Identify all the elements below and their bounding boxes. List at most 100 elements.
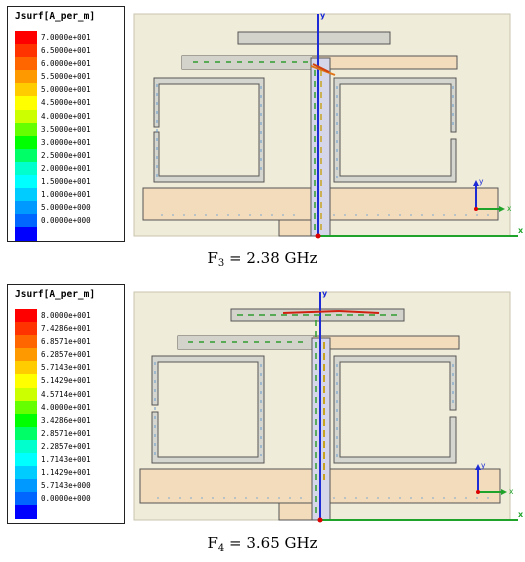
legend-row: 5.0000e+000 [15, 201, 120, 215]
legend-row: 1.5000e+001 [15, 175, 120, 189]
legend-row: 2.2857e+001 [15, 439, 120, 454]
current-arrows-rings [154, 362, 454, 458]
legend-value: 0.0000e+000 [41, 494, 91, 504]
legend-row: 4.0000e+001 [15, 400, 120, 414]
right-split-ring [333, 77, 457, 183]
legend-row: 8.0000e+001 [15, 309, 120, 323]
legend-swatch [15, 161, 37, 176]
legend-title: Jsurf[A_per_m] [15, 11, 96, 22]
caption-subscript: 4 [217, 543, 225, 554]
legend-value: 5.0000e+000 [41, 203, 91, 213]
legend-value: 4.5000e+001 [41, 98, 91, 108]
legend-swatch [15, 122, 37, 136]
legend-row: 5.7143e+001 [15, 361, 120, 375]
left-split-ring [151, 355, 265, 464]
legend-row [15, 505, 120, 519]
legend-swatch [15, 387, 37, 401]
legend-row: 5.0000e+001 [15, 83, 120, 97]
current-peak-arrow [282, 310, 340, 314]
right-split-ring [333, 355, 457, 464]
legend-value: 5.7143e+001 [41, 363, 91, 373]
field-panel-f3: Jsurf[A_per_m] 7.0000e+001 6.5000e+001 6.0… [0, 0, 525, 280]
legend-value: 1.7143e+001 [41, 455, 91, 465]
legend-swatch [15, 348, 37, 362]
caption-value: = 2.38 GHz [224, 249, 318, 267]
legend-swatch [15, 374, 37, 388]
legend-swatch [15, 322, 37, 336]
legend-value: 1.1429e+001 [41, 468, 91, 478]
triad-x-arrow [499, 206, 505, 212]
legend-value: 2.2857e+001 [41, 441, 91, 451]
x-axis-label: x [518, 226, 524, 235]
legend-swatch [15, 83, 37, 97]
legend-row: 1.0000e+001 [15, 188, 120, 202]
current-arrows-rings [156, 84, 454, 178]
legend-swatch [15, 109, 37, 123]
legend-value: 4.0000e+001 [41, 111, 91, 121]
triad-x-arrow [501, 489, 507, 495]
legend-row: 6.0000e+001 [15, 57, 120, 71]
triad-x-label: x [507, 204, 512, 213]
legend-value: 2.8571e+001 [41, 428, 91, 438]
legend-swatch [15, 227, 37, 241]
legend-swatch [15, 201, 37, 215]
legend-row: 1.1429e+001 [15, 466, 120, 480]
surface-current-plot: y x y x [133, 11, 524, 239]
surface-current-plot: y x y x [133, 289, 524, 523]
legend-value: 5.0000e+001 [41, 85, 91, 95]
legend-row: 5.5000e+001 [15, 70, 120, 84]
legend-row: 6.5000e+001 [15, 44, 120, 58]
legend-swatch [15, 492, 37, 506]
legend-swatch [15, 175, 37, 189]
legend-row [15, 227, 120, 241]
legend-value: 6.8571e+001 [41, 337, 91, 347]
legend-row: 7.0000e+001 [15, 31, 120, 45]
caption-symbol: F [207, 534, 218, 552]
legend-swatch [15, 453, 37, 467]
field-panel-f4: Jsurf[A_per_m] 8.0000e+001 7.4286e+001 6.8… [0, 280, 525, 562]
legend-row: 6.8571e+001 [15, 335, 120, 349]
triad-origin [476, 490, 480, 494]
legend-value: 6.5000e+001 [41, 46, 91, 56]
legend-swatch [15, 413, 37, 427]
legend-row: 3.5000e+001 [15, 122, 120, 136]
legend-row: 7.4286e+001 [15, 322, 120, 336]
x-axis-label: x [518, 510, 524, 519]
legend-swatch [15, 439, 37, 454]
legend-row: 4.0000e+001 [15, 109, 120, 123]
legend-row: 0.0000e+000 [15, 492, 120, 506]
legend-value: 3.0000e+001 [41, 137, 91, 147]
legend-value: 4.0000e+001 [41, 402, 91, 412]
legend-value: 2.0000e+001 [41, 163, 91, 173]
legend-value: 5.7143e+000 [41, 481, 91, 491]
legend-scale: 7.0000e+001 6.5000e+001 6.0000e+001 5.5000e… [15, 31, 120, 241]
current-peak-arrow-2 [338, 310, 380, 314]
current-vectors [156, 61, 493, 230]
triad-y-label: y [479, 177, 484, 186]
legend-swatch [15, 135, 37, 149]
legend-swatch [15, 505, 37, 519]
y-axis-label: y [322, 289, 328, 298]
legend-swatch [15, 70, 37, 84]
legend-scale: 8.0000e+001 7.4286e+001 6.8571e+001 6.2857e… [15, 309, 120, 519]
color-legend: Jsurf[A_per_m] 7.0000e+001 6.5000e+001 6.0… [7, 6, 125, 242]
legend-swatch [15, 400, 37, 414]
top-patch [237, 31, 391, 45]
legend-row: 5.1429e+001 [15, 374, 120, 388]
triad-y-arrow [473, 180, 479, 186]
legend-swatch [15, 479, 37, 493]
legend-value: 1.0000e+001 [41, 190, 91, 200]
frequency-caption: F4 = 3.65 GHz [0, 534, 525, 554]
legend-swatch [15, 466, 37, 480]
horizontal-strip-left [182, 56, 312, 69]
legend-row: 1.7143e+001 [15, 453, 120, 467]
legend-row: 4.5000e+001 [15, 96, 120, 110]
legend-value: 3.5000e+001 [41, 124, 91, 134]
legend-row: 2.0000e+001 [15, 161, 120, 176]
left-split-ring [153, 77, 265, 183]
legend-swatch [15, 96, 37, 110]
legend-value: 4.5714e+001 [41, 389, 91, 399]
legend-value: 6.2857e+001 [41, 350, 91, 360]
color-legend: Jsurf[A_per_m] 8.0000e+001 7.4286e+001 6.8… [7, 284, 125, 524]
legend-swatch [15, 335, 37, 349]
